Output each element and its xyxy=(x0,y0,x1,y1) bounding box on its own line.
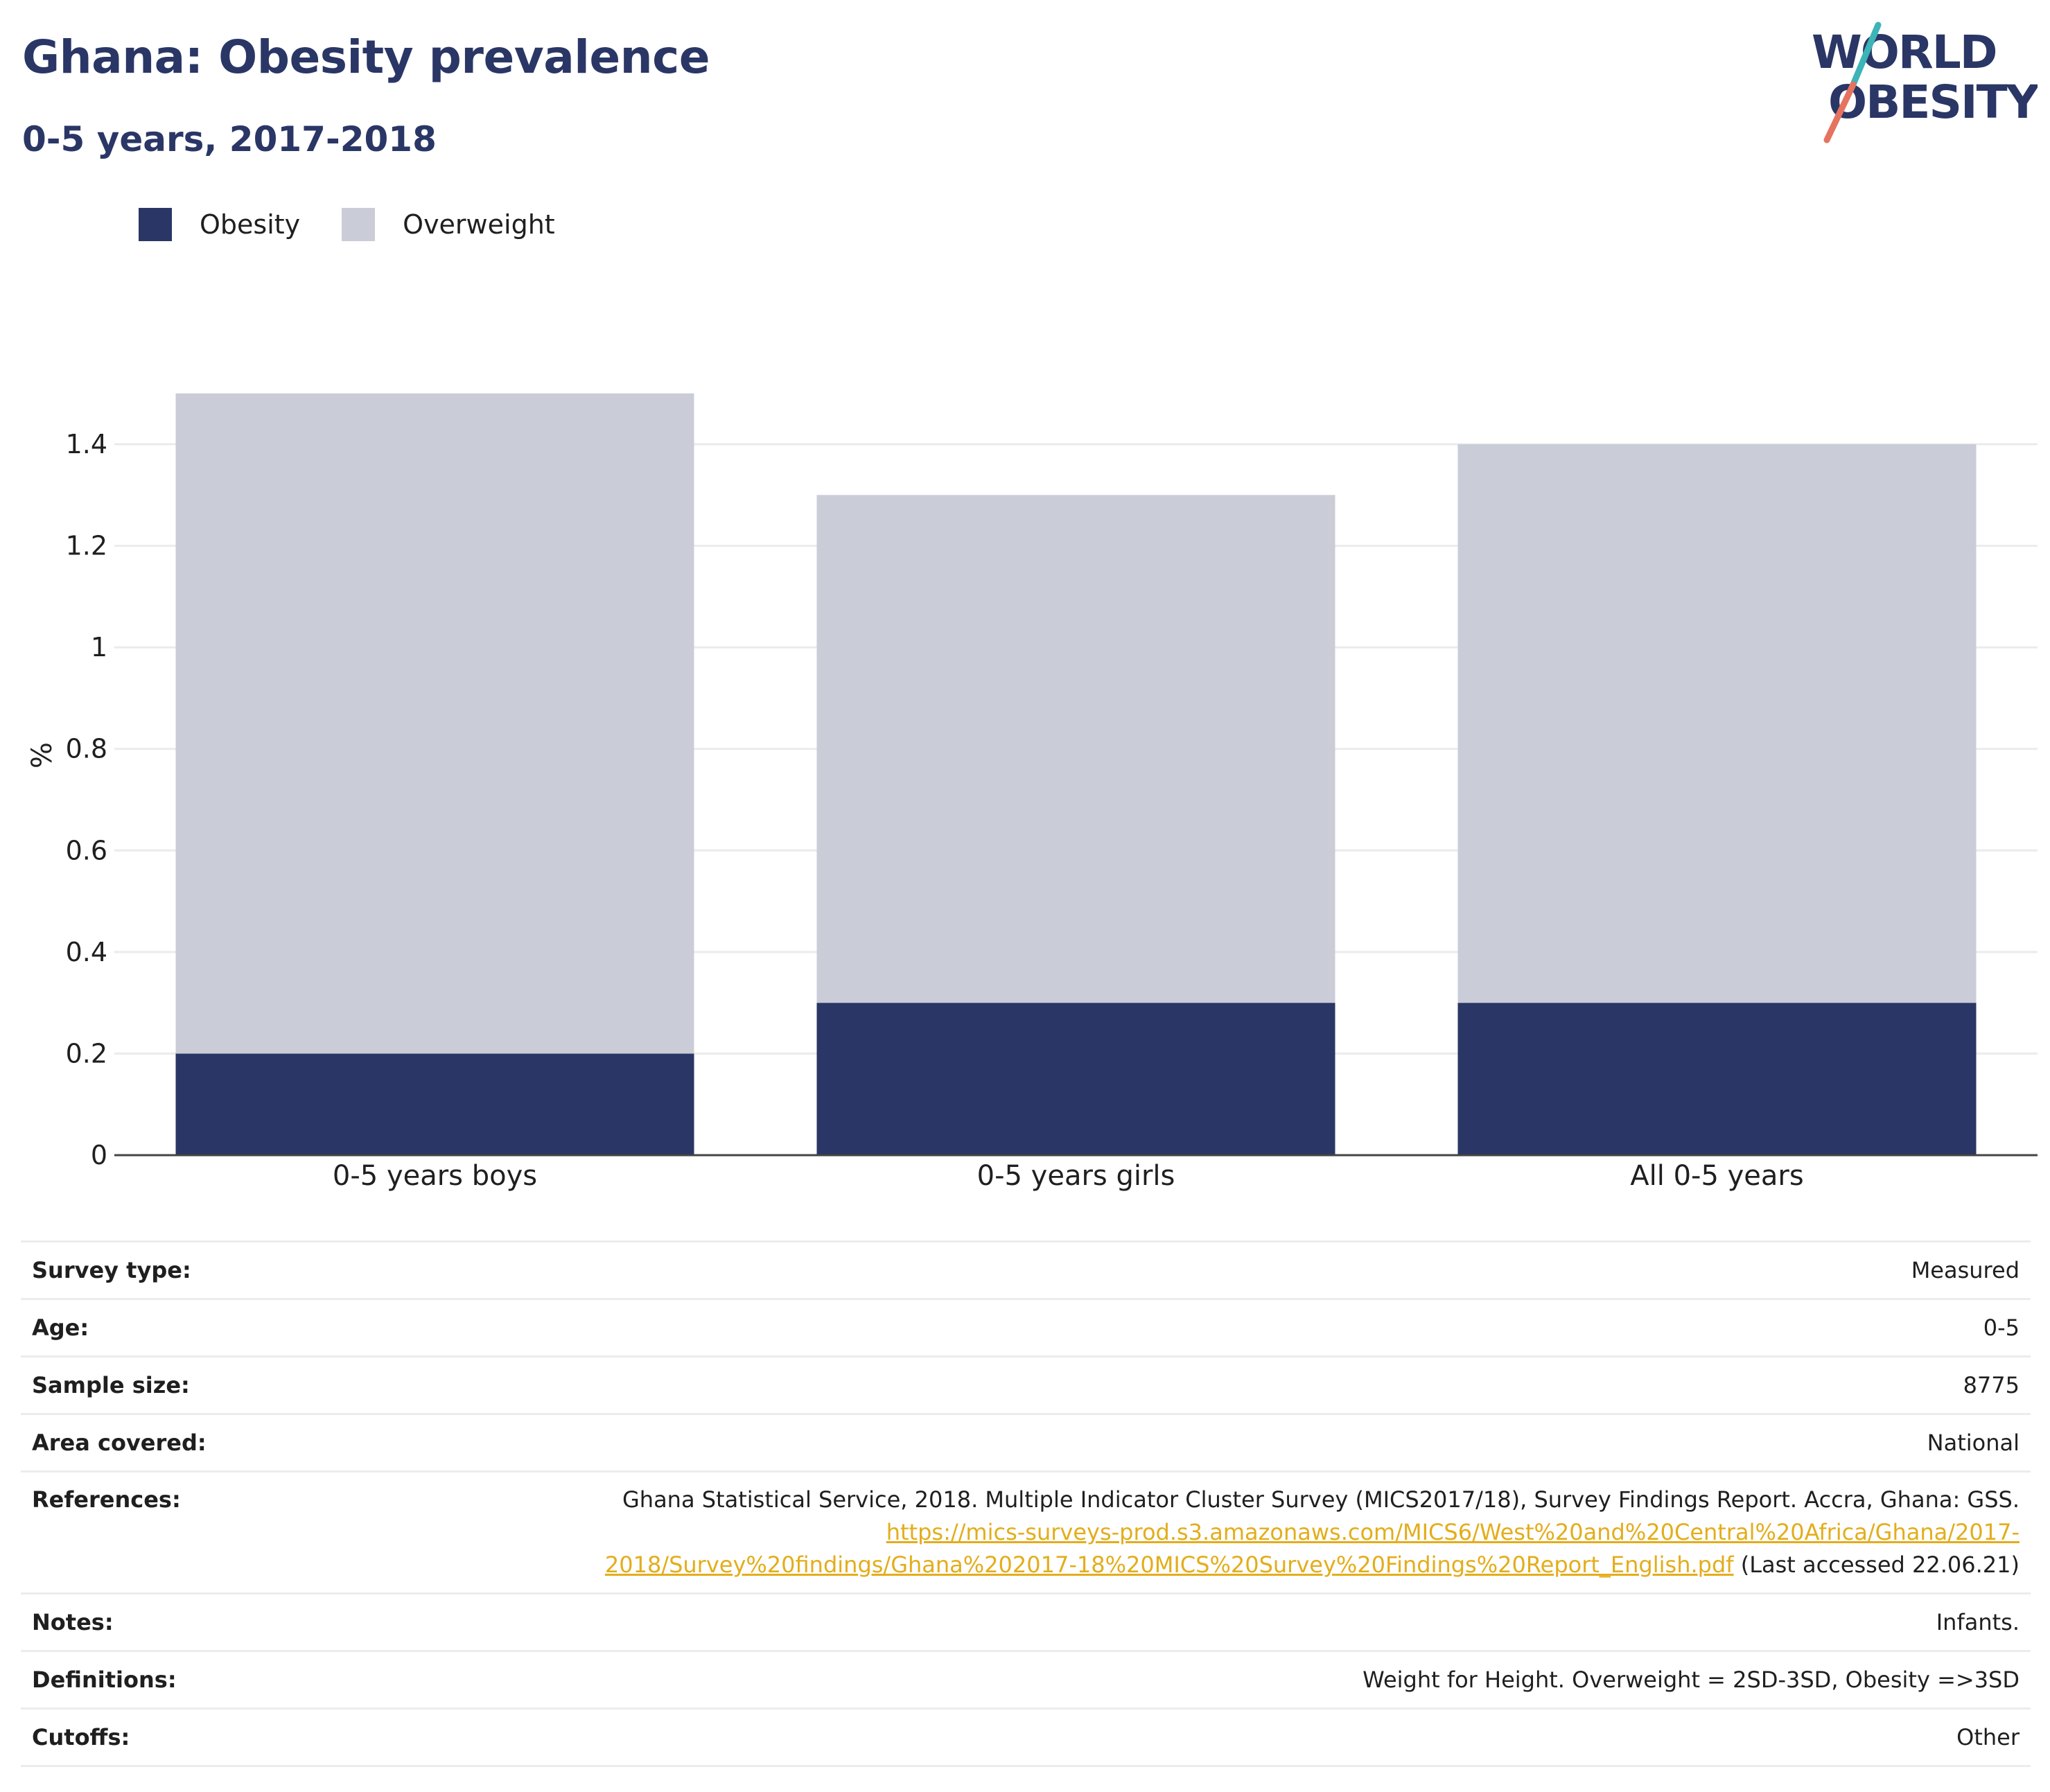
y-tick-label: 1 xyxy=(91,632,107,662)
y-tick-label: 1.4 xyxy=(66,429,107,459)
stacked-bar-chart: 0 0.2 0.4 0.6 0.8 1 1.2 1.4 0-5 years boys 0-5 ye… xyxy=(26,393,2038,1192)
legend-label-overweight: Overweight xyxy=(403,209,555,240)
bar-obesity[interactable] xyxy=(1457,1003,1977,1155)
info-label: Definitions: xyxy=(32,1667,177,1693)
info-row-references: References: Ghana Statistical Service, 2… xyxy=(21,1471,2031,1594)
info-label: Survey type: xyxy=(32,1257,191,1283)
info-label: Age: xyxy=(32,1315,89,1341)
axes: 0 0.2 0.4 0.6 0.8 1 1.2 1.4 0-5 years boys 0-5 ye… xyxy=(26,429,2038,1192)
reference-accessed: (Last accessed 22.06.21) xyxy=(1740,1552,2020,1578)
logo-word-obesity: OBESITY xyxy=(1828,76,2038,129)
info-value: Ghana Statistical Service, 2018. Multipl… xyxy=(320,1472,2031,1594)
bar-obesity[interactable] xyxy=(175,1053,694,1155)
chart-title: Ghana: Obesity prevalence xyxy=(22,30,710,84)
info-row-definitions: Definitions: Weight for Height. Overweig… xyxy=(21,1651,2031,1709)
legend-item-obesity[interactable]: Obesity xyxy=(139,208,300,241)
y-tick-label: 0.2 xyxy=(66,1038,107,1069)
reference-link-line-2[interactable]: 2018/Survey%20findings/Ghana%202017-18%2… xyxy=(604,1552,1734,1578)
legend-swatch-overweight xyxy=(342,208,376,241)
info-row-notes: Notes: Infants. xyxy=(21,1593,2031,1651)
bar-overweight[interactable] xyxy=(1457,444,1977,1003)
logo-slash-bottom xyxy=(1823,81,1857,143)
reference-link-line-1[interactable]: https://mics-surveys-prod.s3.amazonaws.c… xyxy=(886,1519,2020,1545)
info-value: National xyxy=(1927,1430,2020,1456)
legend-label-obesity: Obesity xyxy=(200,209,301,240)
bars xyxy=(175,393,1977,1155)
world-obesity-logo: WORLD OBESITY xyxy=(1812,21,2038,143)
info-row-age: Age: 0-5 xyxy=(21,1299,2031,1357)
info-row-survey-type: Survey type: Measured xyxy=(21,1241,2031,1299)
survey-info-table: Survey type: Measured Age: 0-5 Sample si… xyxy=(21,1240,2031,1767)
legend-swatch-obesity xyxy=(139,208,172,241)
bar-obesity[interactable] xyxy=(816,1003,1335,1155)
x-tick-label: All 0-5 years xyxy=(1630,1160,1803,1192)
y-tick-label: 0 xyxy=(91,1140,107,1170)
y-axis-label: % xyxy=(26,742,58,768)
info-value: 0-5 xyxy=(1983,1315,2020,1341)
y-tick-label: 0.6 xyxy=(66,835,107,866)
info-label: Cutoffs: xyxy=(32,1724,130,1750)
info-value: Other xyxy=(1956,1724,2020,1750)
x-tick-label: 0-5 years girls xyxy=(977,1160,1175,1192)
y-tick-label: 1.2 xyxy=(66,531,107,561)
logo-word-world: WORLD xyxy=(1812,26,1997,79)
info-value: 8775 xyxy=(1963,1372,2020,1398)
info-label: Notes: xyxy=(32,1609,114,1635)
info-value: Infants. xyxy=(1936,1609,2020,1635)
reference-text: Ghana Statistical Service, 2018. Multipl… xyxy=(622,1486,2020,1513)
info-row-area-covered: Area covered: National xyxy=(21,1414,2031,1472)
legend-item-overweight[interactable]: Overweight xyxy=(342,208,555,241)
info-value: Measured xyxy=(1911,1257,2020,1283)
chart-legend: Obesity Overweight xyxy=(139,208,597,241)
logo-slash-top xyxy=(1850,21,1882,88)
x-tick-label: 0-5 years boys xyxy=(333,1160,537,1192)
info-label: References: xyxy=(32,1486,181,1513)
info-label: Sample size: xyxy=(32,1372,190,1398)
chart-subtitle: 0-5 years, 2017-2018 xyxy=(22,119,437,159)
bar-overweight[interactable] xyxy=(816,495,1335,1003)
y-tick-label: 0.8 xyxy=(66,734,107,764)
info-row-cutoffs: Cutoffs: Other xyxy=(21,1708,2031,1766)
y-tick-label: 0.4 xyxy=(66,937,107,967)
info-row-sample-size: Sample size: 8775 xyxy=(21,1356,2031,1414)
info-label: Area covered: xyxy=(32,1430,207,1456)
bar-overweight[interactable] xyxy=(175,393,694,1054)
info-value: Weight for Height. Overweight = 2SD-3SD,… xyxy=(1363,1667,2020,1693)
